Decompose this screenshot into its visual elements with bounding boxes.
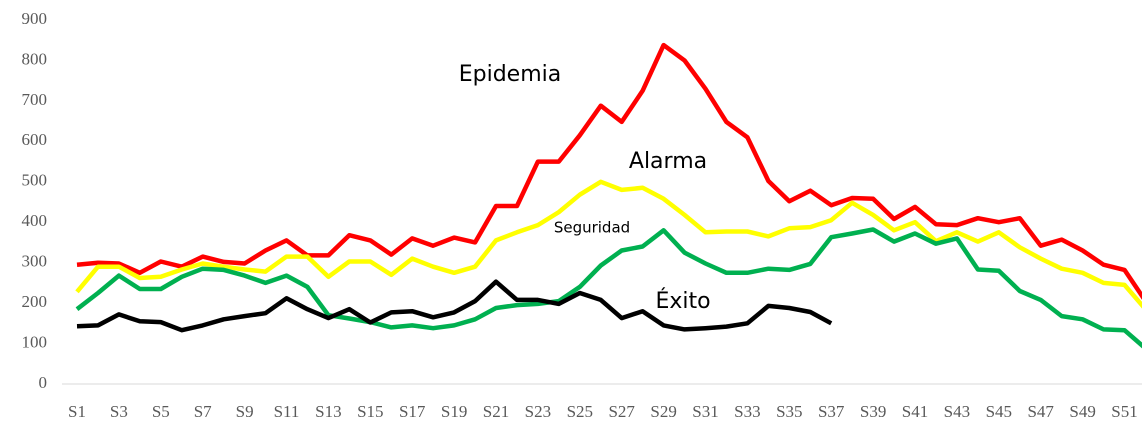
x-tick-label: S35 <box>776 402 802 421</box>
series-line <box>76 42 1142 300</box>
series-line <box>75 179 1142 309</box>
series-label: Epidemia <box>459 62 562 87</box>
y-tick-label: 600 <box>22 130 48 149</box>
y-tick-label: 100 <box>22 332 48 351</box>
series-label: Éxito <box>655 288 710 314</box>
y-tick-label: 0 <box>39 373 48 392</box>
series-label: Alarma <box>629 149 707 174</box>
y-tick-label: 500 <box>22 171 48 190</box>
x-tick-label: S29 <box>650 402 676 421</box>
x-tick-label: S5 <box>152 402 170 421</box>
x-tick-label: S17 <box>399 402 426 421</box>
x-tick-label: S11 <box>274 402 300 421</box>
x-tick-label: S49 <box>1069 402 1095 421</box>
x-tick-label: S15 <box>357 402 383 421</box>
x-tick-label: S27 <box>608 402 635 421</box>
x-tick-label: S39 <box>860 402 886 421</box>
x-tick-label: S21 <box>483 402 509 421</box>
x-tick-label: S43 <box>944 402 970 421</box>
y-tick-label: 700 <box>22 90 48 109</box>
x-tick-label: S19 <box>441 402 467 421</box>
y-tick-label: 900 <box>22 9 48 28</box>
series-line <box>76 279 833 333</box>
x-tick-label: S1 <box>68 402 86 421</box>
x-tick-label: S25 <box>567 402 593 421</box>
x-tick-label: S3 <box>110 402 128 421</box>
x-tick-label: S9 <box>236 402 254 421</box>
series-line <box>75 227 1142 349</box>
x-tick-label: S51 <box>1111 402 1137 421</box>
y-tick-label: 400 <box>22 211 48 230</box>
y-tick-label: 200 <box>22 292 48 311</box>
x-tick-label: S45 <box>986 402 1012 421</box>
x-tick-label: S23 <box>525 402 551 421</box>
series-label: Seguridad <box>554 219 630 237</box>
y-tick-label: 800 <box>22 49 48 68</box>
x-tick-label: S7 <box>194 402 212 421</box>
x-tick-label: S13 <box>315 402 341 421</box>
x-tick-label: S31 <box>692 402 718 421</box>
x-tick-label: S41 <box>902 402 928 421</box>
x-tick-label: S37 <box>818 402 845 421</box>
y-tick-label: 300 <box>22 252 48 271</box>
x-tick-label: S33 <box>734 402 760 421</box>
x-tick-label: S47 <box>1027 402 1054 421</box>
